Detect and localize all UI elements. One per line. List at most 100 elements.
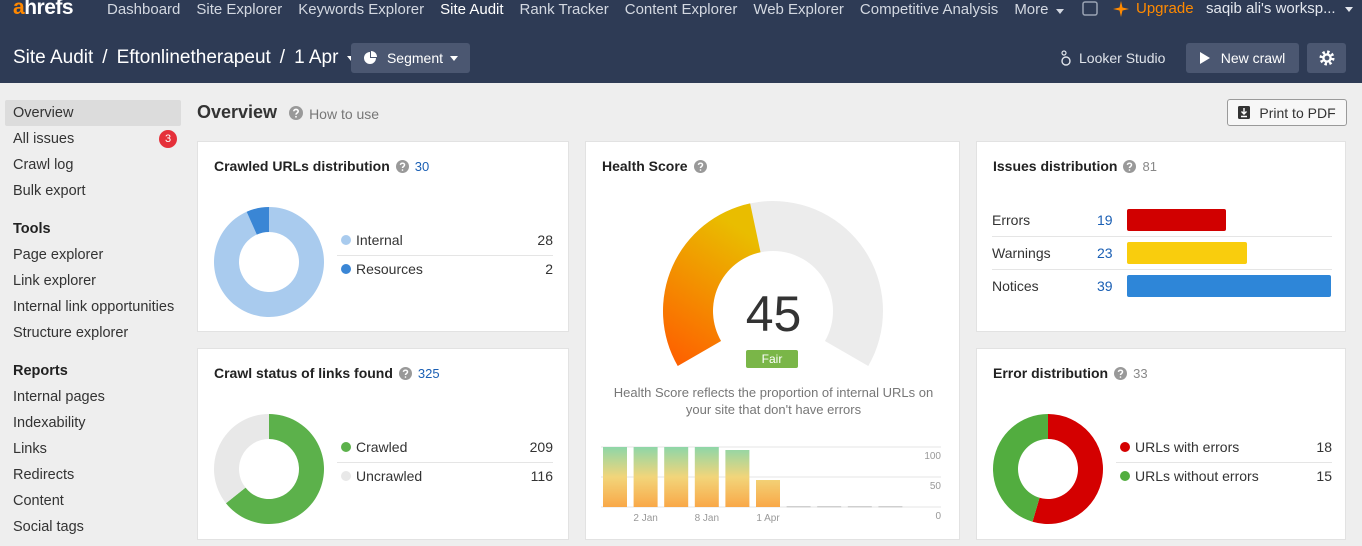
nav-item[interactable]: Competitive Analysis — [859, 0, 999, 18]
nav-item[interactable]: More — [1014, 1, 1064, 18]
logo[interactable]: ahrefs — [13, 0, 74, 19]
donut-slice — [225, 414, 324, 524]
gauge — [663, 201, 883, 366]
sidebar-item[interactable]: All issues — [13, 131, 75, 147]
issue-count[interactable]: 19 — [1097, 212, 1113, 228]
sidebar-item[interactable]: Page explorer — [13, 247, 104, 263]
looker-link[interactable]: Looker Studio — [1079, 50, 1166, 66]
nav-item[interactable]: Rank Tracker — [519, 0, 609, 18]
card-total[interactable]: 30 — [414, 158, 430, 174]
card-header: Crawl status of links found 325 — [214, 364, 440, 382]
nav-item[interactable]: Site Explorer — [196, 0, 283, 18]
how-to-use[interactable]: How to use — [309, 105, 380, 122]
breadcrumb-item[interactable]: 1 Apr — [294, 47, 339, 68]
gear-teeth — [1319, 50, 1334, 66]
help-dot — [295, 115, 297, 118]
card-total: 81 — [1142, 158, 1157, 174]
card-total[interactable]: 325 — [417, 365, 440, 381]
help-icon[interactable] — [1114, 366, 1128, 380]
segment-label: Segment — [386, 50, 444, 66]
y-tick-label: 100 — [924, 451, 941, 462]
breadcrumb-separator: / — [279, 47, 286, 68]
sidebar-item[interactable]: Structure explorer — [13, 325, 129, 341]
card-title: Crawled URLs distribution — [214, 158, 390, 174]
issue-bar — [1127, 275, 1331, 297]
breadcrumb: Site Audit / Eftonlinetherapeut / 1 Apr — [13, 46, 356, 70]
legend-value: 116 — [530, 468, 553, 484]
health-score: 45 — [745, 286, 802, 342]
issue-divider — [992, 269, 1332, 270]
donut-chart — [214, 414, 324, 524]
card-title: Health Score — [602, 158, 688, 174]
donut-slice — [1032, 414, 1103, 524]
sidebar-item[interactable]: Internal link opportunities — [13, 299, 175, 315]
legend-value: 2 — [545, 261, 553, 277]
legend-divider — [337, 462, 553, 463]
issue-count[interactable]: 39 — [1097, 278, 1113, 294]
card: Error distribution 33 URLs with errors 18 UR… — [976, 348, 1346, 540]
sidebar-item[interactable]: Internal pages — [13, 389, 105, 405]
page-header: Overview How to use — [197, 101, 379, 123]
sidebar-item[interactable]: Redirects — [13, 467, 75, 483]
issue-count[interactable]: 23 — [1097, 245, 1113, 261]
play-icon — [1199, 52, 1210, 64]
sidebar-item[interactable]: Indexability — [13, 415, 86, 431]
sidebar-item[interactable]: Bulk export — [13, 183, 86, 199]
caret — [450, 55, 459, 61]
issue-label: Notices — [992, 278, 1039, 294]
card-title: Error distribution — [993, 365, 1109, 381]
sidebar-item[interactable]: Link explorer — [13, 273, 97, 289]
breadcrumb-item[interactable]: Eftonlinetherapeut — [116, 47, 271, 68]
donut-chart — [993, 414, 1103, 524]
page-title: Overview — [197, 101, 278, 122]
card-total: 33 — [1133, 365, 1148, 381]
sidebar-item[interactable]: Overview — [13, 105, 74, 121]
help-icon[interactable] — [1123, 159, 1137, 173]
donut-slice — [214, 207, 324, 317]
card: Health Score 45 Fair Health Score reflects … — [585, 141, 960, 540]
help-dot — [401, 168, 404, 171]
new-crawl-label: New crawl — [1220, 50, 1286, 66]
legend-value: 18 — [1316, 439, 1332, 455]
help-icon[interactable] — [398, 366, 412, 380]
sidebar-item[interactable]: Content — [13, 493, 64, 509]
history-bar — [603, 447, 627, 507]
nav-item[interactable]: Site Audit — [440, 0, 504, 18]
help-icon[interactable] — [395, 159, 409, 173]
sidebar-item[interactable]: Social tags — [13, 519, 84, 535]
looker-icon — [1061, 50, 1071, 66]
sparkle — [1113, 1, 1129, 17]
issue-bar — [1127, 209, 1227, 231]
history-bar — [725, 450, 750, 507]
nav-item[interactable]: Content Explorer — [624, 0, 738, 18]
legend-divider — [337, 255, 553, 256]
nav-menu: Dashboard Site Explorer Keywords Explorer S… — [107, 0, 1064, 18]
nav-item[interactable]: Web Explorer — [753, 0, 844, 18]
display-icon[interactable] — [1082, 1, 1098, 17]
y-tick-label: 0 — [935, 511, 941, 522]
help-icon[interactable] — [693, 159, 707, 173]
x-tick-label: 8 Jan — [695, 513, 719, 524]
looker-head — [1061, 50, 1067, 56]
history-bar — [878, 506, 903, 508]
help-glyph — [1117, 368, 1124, 375]
sidebar-item[interactable]: Crawl log — [13, 157, 74, 173]
upgrade-link[interactable]: Upgrade — [1136, 0, 1194, 17]
settings-button[interactable] — [1307, 43, 1346, 73]
health-rating: Fair — [746, 350, 798, 368]
help-dot — [1119, 375, 1122, 378]
history-bar — [664, 447, 689, 507]
new-crawl-button[interactable]: New crawl — [1186, 43, 1299, 73]
print-button[interactable]: Print to PDF — [1227, 99, 1347, 126]
help-icon[interactable] — [289, 106, 304, 120]
caret — [1055, 8, 1064, 14]
sidebar-item[interactable]: Links — [13, 441, 47, 457]
segment-icon — [363, 51, 377, 64]
nav-item[interactable]: Dashboard — [107, 0, 181, 18]
segment-button[interactable]: Segment — [351, 43, 470, 73]
workspace-menu[interactable]: saqib ali's worksp... — [1206, 0, 1336, 17]
gauge-value — [663, 203, 761, 366]
breadcrumb-item[interactable]: Site Audit — [13, 47, 94, 68]
nav-item[interactable]: Keywords Explorer — [298, 0, 425, 18]
